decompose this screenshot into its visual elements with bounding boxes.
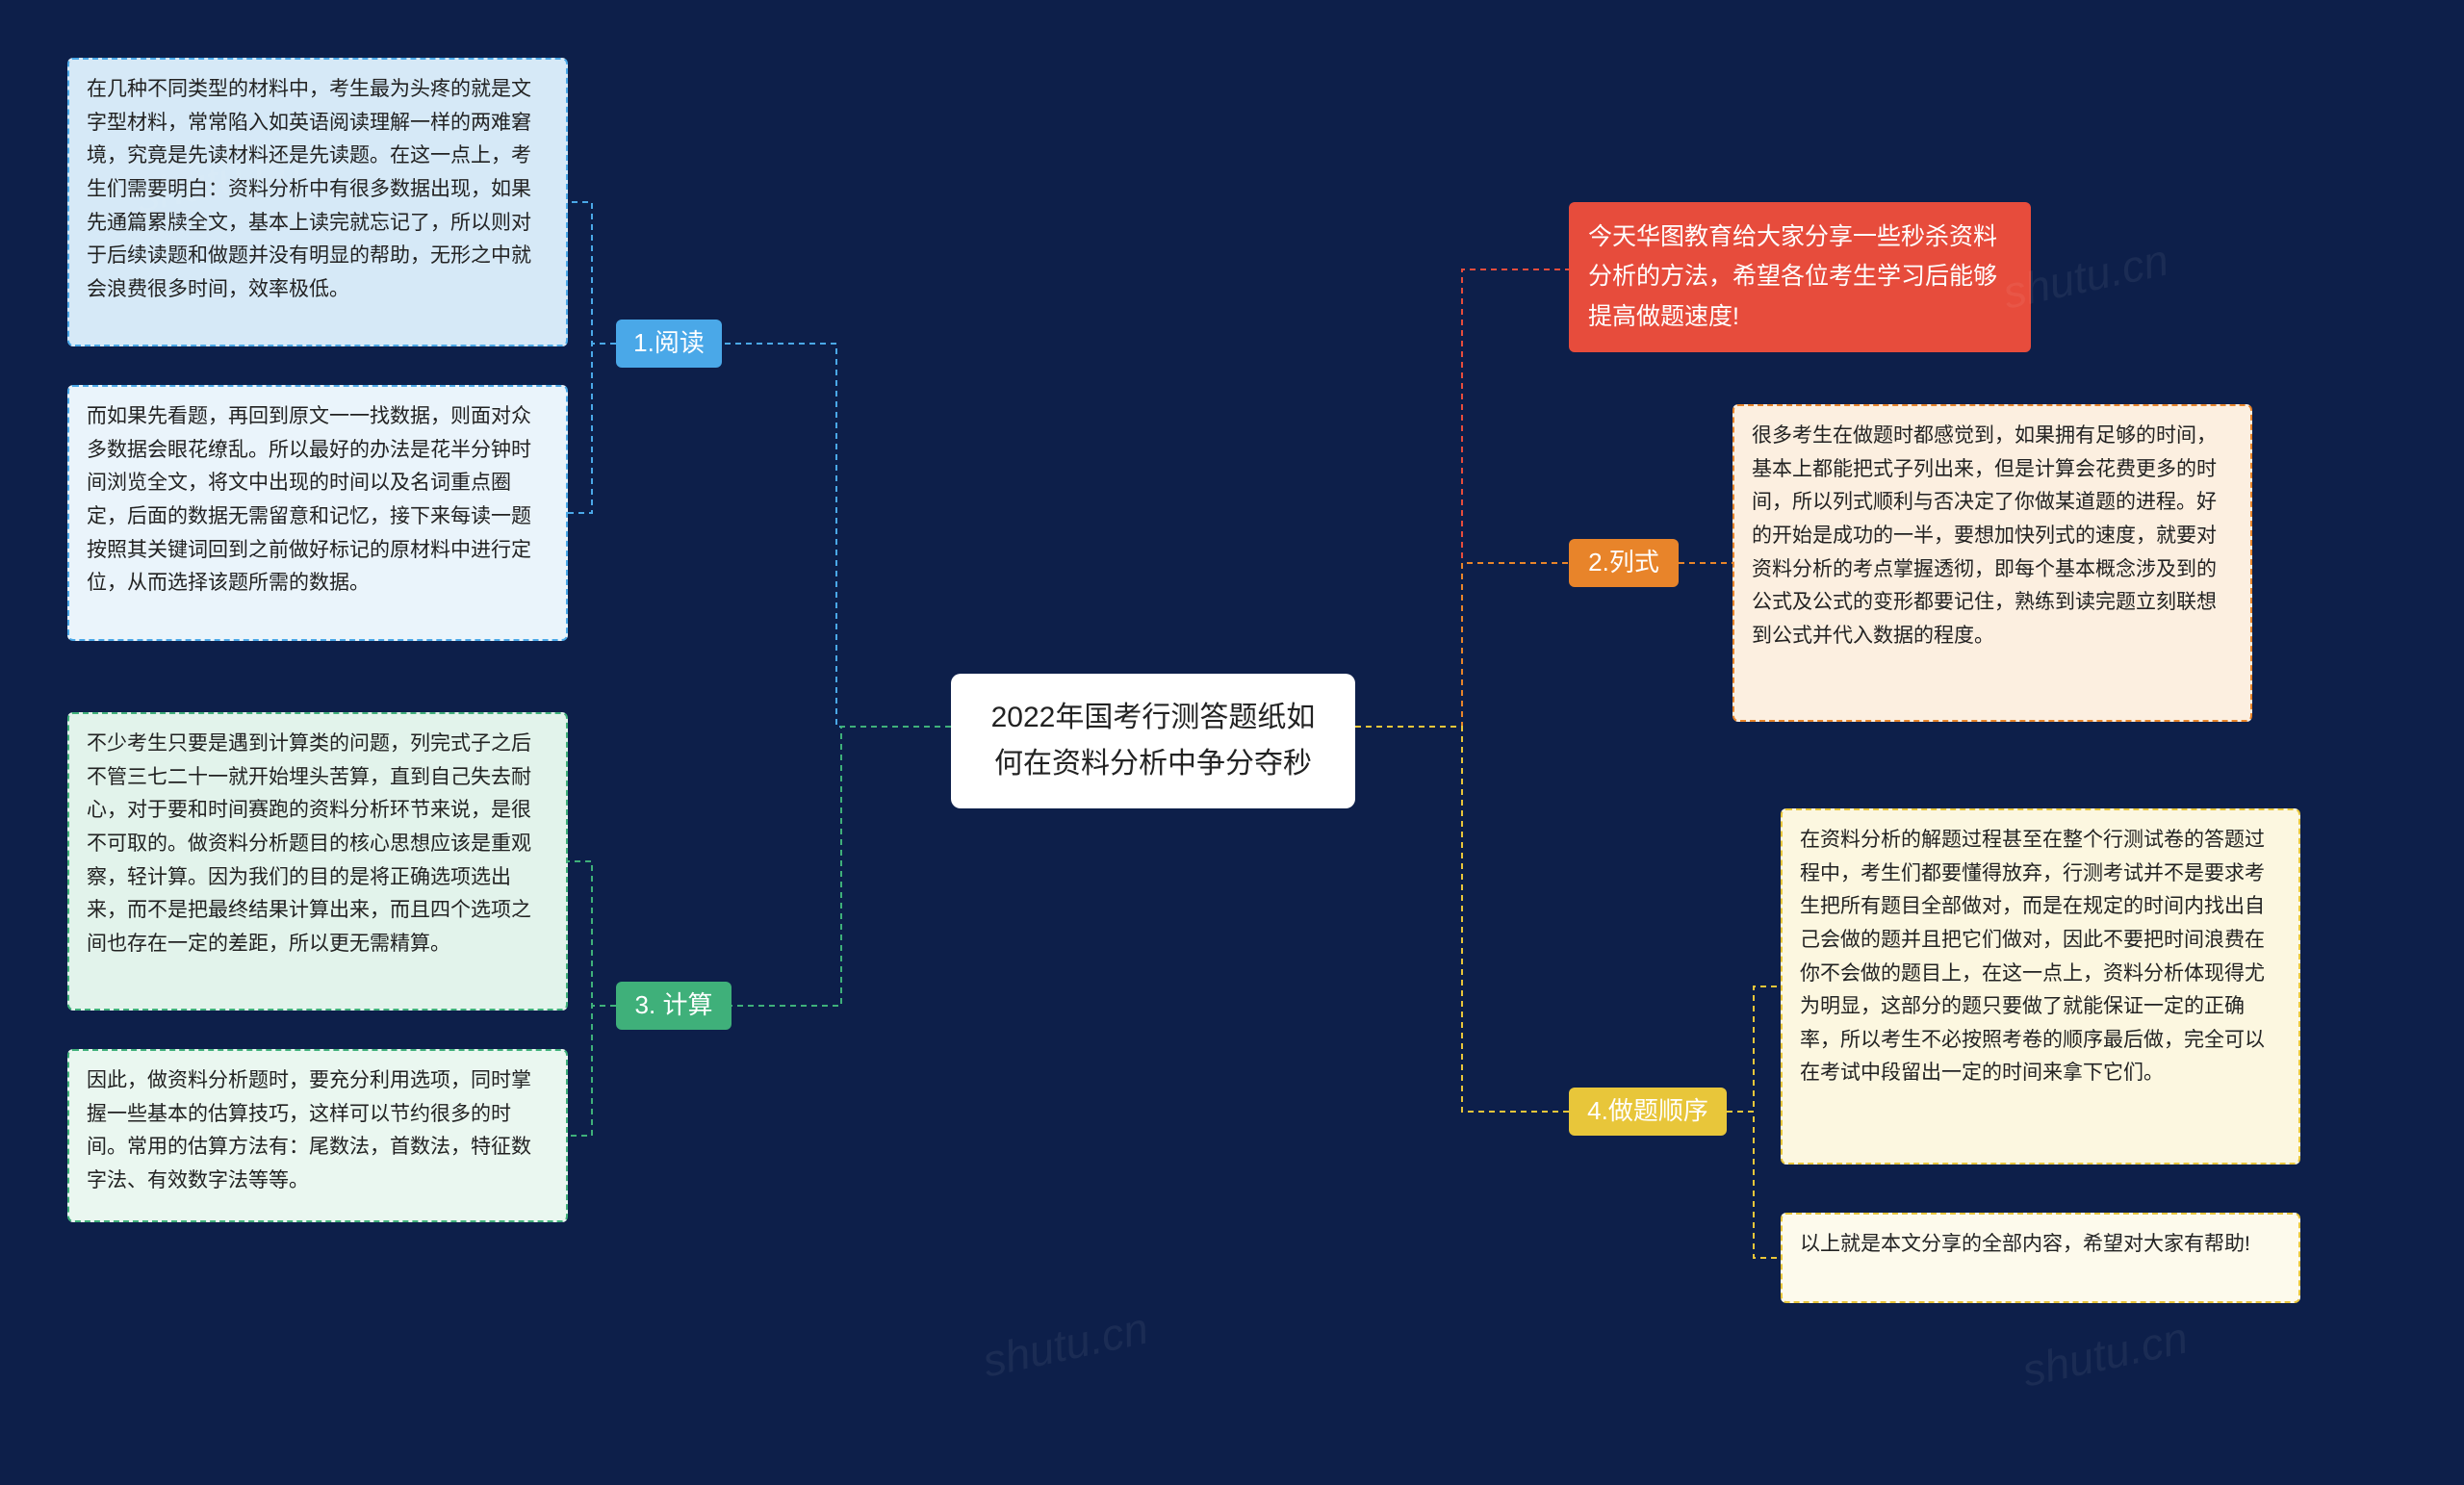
leaf-order-1: 以上就是本文分享的全部内容，希望对大家有帮助! — [1781, 1213, 2300, 1303]
leaf-formula-0: 很多考生在做题时都感觉到，如果拥有足够的时间，基本上都能把式子列出来，但是计算会… — [1732, 404, 2252, 722]
leaf-calc-1: 因此，做资料分析题时，要充分利用选项，同时掌握一些基本的估算技巧，这样可以节约很… — [67, 1049, 568, 1222]
watermark: shutu.cn — [2017, 1312, 2192, 1397]
center-line2: 何在资料分析中争分夺秒 — [994, 748, 1312, 780]
center-node: 2022年国考行测答题纸如何在资料分析中争分夺秒 — [951, 674, 1355, 808]
branch-formula: 2.列式 — [1569, 539, 1679, 587]
watermark: shutu.cn — [978, 1302, 1152, 1388]
leaf-intro-0: 今天华图教育给大家分享一些秒杀资料分析的方法，希望各位考生学习后能够提高做题速度… — [1569, 202, 2031, 352]
leaf-read-1: 而如果先看题，再回到原文一一找数据，则面对众多数据会眼花缭乱。所以最好的办法是花… — [67, 385, 568, 641]
branch-read: 1.阅读 — [616, 320, 722, 368]
center-line1: 2022年国考行测答题纸如 — [991, 702, 1316, 733]
leaf-calc-0: 不少考生只要是遇到计算类的问题，列完式子之后不管三七二十一就开始埋头苦算，直到自… — [67, 712, 568, 1011]
branch-calc: 3. 计算 — [616, 982, 732, 1030]
leaf-read-0: 在几种不同类型的材料中，考生最为头疼的就是文字型材料，常常陷入如英语阅读理解一样… — [67, 58, 568, 346]
leaf-order-0: 在资料分析的解题过程甚至在整个行测试卷的答题过程中，考生们都要懂得放弃，行测考试… — [1781, 808, 2300, 1165]
branch-order: 4.做题顺序 — [1569, 1088, 1727, 1136]
